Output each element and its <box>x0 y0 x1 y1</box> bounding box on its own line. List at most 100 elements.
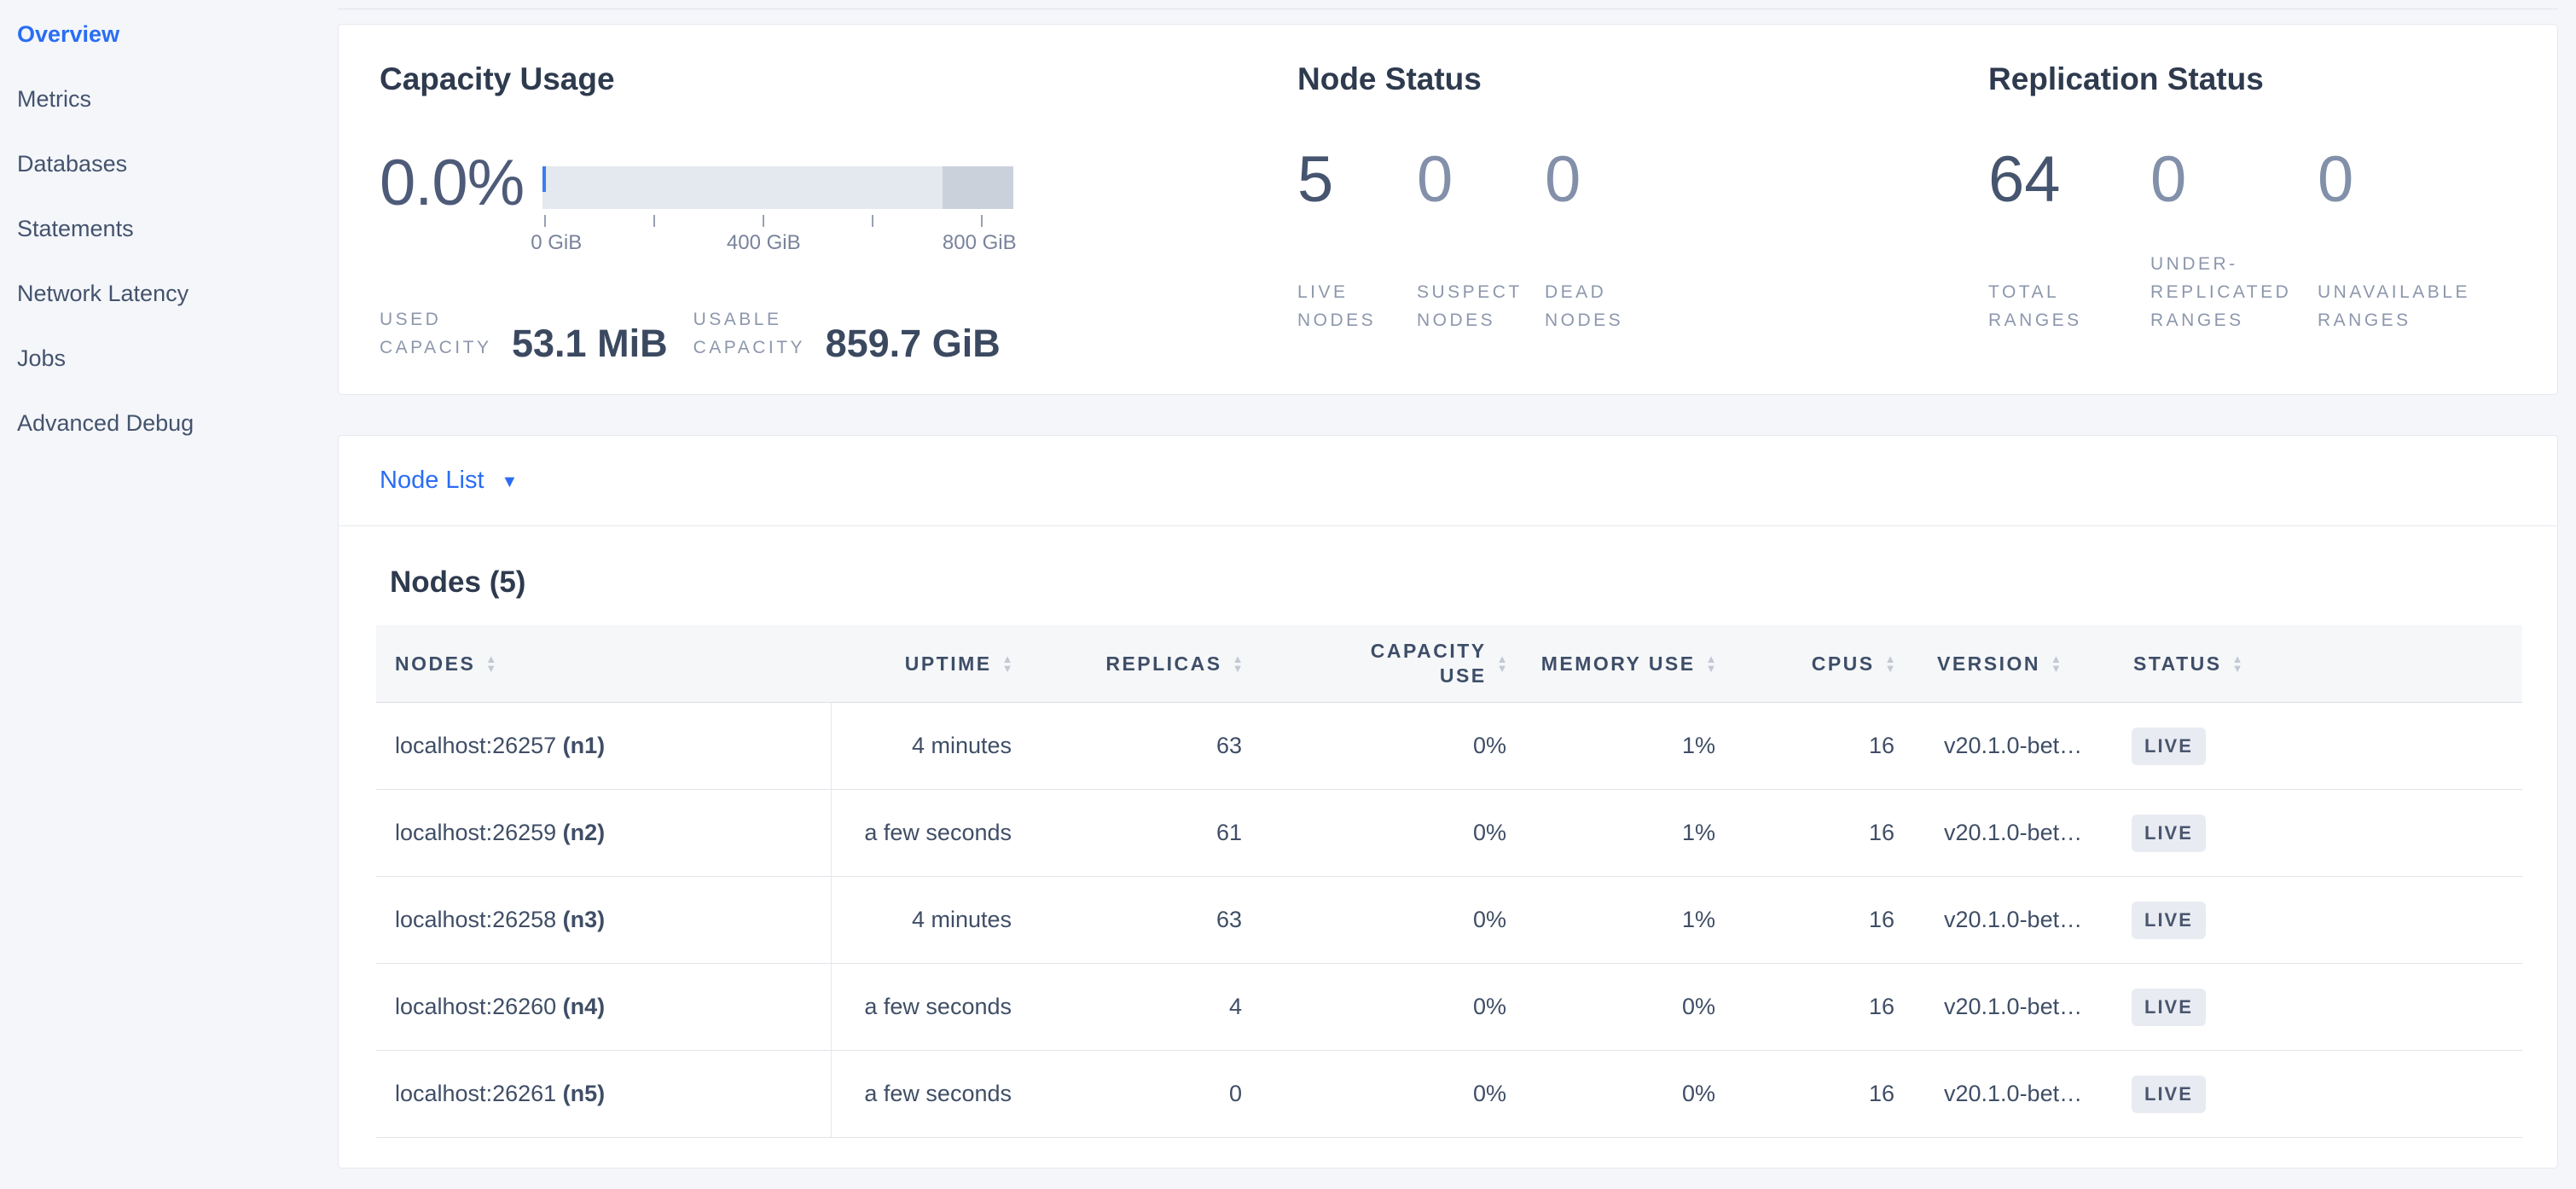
memory-use-cell: 0% <box>1530 963 1739 1051</box>
filler-cell <box>2319 1050 2522 1138</box>
suspect-nodes-label: SUSPECT NODES <box>1417 282 1523 330</box>
node-cell: localhost:26259 (n2) <box>376 789 832 877</box>
sidebar-item-jobs[interactable]: Jobs <box>17 345 67 371</box>
sidebar: Overview Metrics Databases Statements Ne… <box>0 0 333 455</box>
status-badge: LIVE <box>2132 814 2206 852</box>
capacity-use-cell: 0% <box>1266 789 1530 877</box>
version-cell: v20.1.0-bet… <box>1918 876 2115 964</box>
column-header-cpus[interactable]: CPUS ▲ ▼ <box>1739 625 1918 703</box>
status-badge: LIVE <box>2132 1075 2206 1113</box>
status-badge: LIVE <box>2132 901 2206 939</box>
column-header-label: REPLICAS <box>1105 652 1222 675</box>
version-cell: v20.1.0-bet… <box>1918 789 2115 877</box>
node-address[interactable]: localhost:26261 <box>395 1081 557 1106</box>
usable-capacity-value: 859.7 GiB <box>825 322 1001 365</box>
memory-use-cell: 1% <box>1530 876 1739 964</box>
filler-cell <box>2319 876 2522 964</box>
unavailable-ranges-label: UNAVAILABLE RANGES <box>2318 282 2470 330</box>
table-row[interactable]: localhost:26260 (n4) a few seconds 4 0% 0% 16… <box>376 963 2522 1051</box>
axis-label-0gib: 0 GiB <box>531 231 583 254</box>
status-cell: LIVE <box>2115 702 2319 790</box>
sort-icon[interactable]: ▲ ▼ <box>2231 652 2245 675</box>
cpus-cell: 16 <box>1739 876 1918 964</box>
status-cell: LIVE <box>2115 963 2319 1051</box>
used-capacity-value: 53.1 MiB <box>512 322 668 365</box>
capacity-axis-ticks <box>542 215 1013 228</box>
uptime-cell: 4 minutes <box>831 702 1036 790</box>
node-address[interactable]: localhost:26260 <box>395 994 557 1019</box>
sort-icon[interactable]: ▲ ▼ <box>485 652 499 675</box>
sort-icon[interactable]: ▲ ▼ <box>1884 652 1898 675</box>
node-address[interactable]: localhost:26257 <box>395 733 557 758</box>
filler-cell <box>2319 789 2522 877</box>
capacity-usage-section: Capacity Usage 0.0% <box>339 25 1297 394</box>
axis-label-800gib: 800 GiB <box>942 231 1017 254</box>
node-address[interactable]: localhost:26258 <box>395 907 557 932</box>
sidebar-item-network-latency[interactable]: Network Latency <box>17 280 189 306</box>
version-cell: v20.1.0-bet… <box>1918 963 2115 1051</box>
node-id: (n1) <box>556 733 606 758</box>
table-row[interactable]: localhost:26258 (n3) 4 minutes 63 0% 1% 16 v20… <box>376 876 2522 964</box>
table-row[interactable]: localhost:26261 (n5) a few seconds 0 0% 0% 16… <box>376 1050 2522 1138</box>
replication-status-section: Replication Status 64 0 0 TOTAL RANGES U… <box>1988 25 2557 394</box>
capacity-usage-title: Capacity Usage <box>380 61 615 96</box>
node-list-dropdown[interactable]: Node List ▼ <box>339 436 2557 526</box>
uptime-cell: 4 minutes <box>831 876 1036 964</box>
column-header-capacity-use[interactable]: CAPACITY USE ▲ ▼ <box>1266 625 1530 703</box>
sort-icon[interactable]: ▲ ▼ <box>1001 652 1015 675</box>
node-id: (n3) <box>556 907 606 932</box>
table-row[interactable]: localhost:26259 (n2) a few seconds 61 0% 1% 1… <box>376 789 2522 877</box>
node-cell: localhost:26261 (n5) <box>376 1050 832 1138</box>
capacity-gauge: 0 GiB 400 GiB 800 GiB <box>531 166 1017 258</box>
under-replicated-ranges-label: UNDER-REPLICATED RANGES <box>2150 254 2292 330</box>
axis-label-400gib: 400 GiB <box>726 231 801 254</box>
column-header-nodes[interactable]: NODES ▲ ▼ <box>376 625 831 703</box>
node-id: (n2) <box>556 820 606 845</box>
column-header-memory-use[interactable]: MEMORY USE ▲ ▼ <box>1530 625 1739 703</box>
under-replicated-ranges-value: 0 <box>2150 143 2187 216</box>
usable-capacity-metric: USABLE CAPACITY 859.7 GiB <box>693 305 1001 362</box>
live-nodes-value: 5 <box>1297 143 1334 216</box>
column-header-version[interactable]: VERSION ▲ ▼ <box>1918 625 2115 703</box>
replicas-cell: 63 <box>1036 876 1266 964</box>
replicas-cell: 0 <box>1036 1050 1266 1138</box>
column-header-status[interactable]: STATUS ▲ ▼ <box>2115 625 2319 703</box>
column-header-label: MEMORY USE <box>1540 652 1696 675</box>
column-header-label: NODES <box>395 652 476 675</box>
capacity-use-cell: 0% <box>1266 963 1530 1051</box>
sidebar-item-databases[interactable]: Databases <box>17 150 128 177</box>
nodes-table: NODES ▲ ▼ UPTIME ▲ ▼ REPLICAS ▲ ▼ CAPACITY USE ▲ ▼ M… <box>376 625 2522 1138</box>
dead-nodes-label: DEAD NODES <box>1545 282 1624 330</box>
sort-icon[interactable]: ▲ ▼ <box>1705 652 1719 675</box>
sidebar-item-metrics[interactable]: Metrics <box>17 85 91 112</box>
column-header-label: CAPACITY USE <box>1370 640 1487 687</box>
live-nodes-label: LIVE NODES <box>1297 282 1377 330</box>
filler-cell <box>2319 702 2522 790</box>
sidebar-item-overview[interactable]: Overview <box>17 20 120 47</box>
replicas-cell: 4 <box>1036 963 1266 1051</box>
sidebar-item-advanced-debug[interactable]: Advanced Debug <box>17 409 194 436</box>
column-header-label: UPTIME <box>904 652 992 675</box>
total-ranges-value: 64 <box>1988 143 2061 216</box>
node-status-title: Node Status <box>1297 61 1482 96</box>
node-address[interactable]: localhost:26259 <box>395 820 557 845</box>
uptime-cell: a few seconds <box>831 1050 1036 1138</box>
sort-icon[interactable]: ▲ ▼ <box>2051 652 2064 675</box>
status-cell: LIVE <box>2115 789 2319 877</box>
memory-use-cell: 1% <box>1530 702 1739 790</box>
column-header-replicas[interactable]: REPLICAS ▲ ▼ <box>1036 625 1266 703</box>
sort-icon[interactable]: ▲ ▼ <box>1496 652 1510 675</box>
used-capacity-label: USED CAPACITY <box>380 310 492 357</box>
column-header-filler <box>2319 625 2522 703</box>
capacity-use-cell: 0% <box>1266 876 1530 964</box>
sidebar-item-statements[interactable]: Statements <box>17 215 134 241</box>
capacity-bar-dark-segment <box>943 166 1014 209</box>
table-row[interactable]: localhost:26257 (n1) 4 minutes 63 0% 1% 16 v20… <box>376 702 2522 790</box>
status-cell: LIVE <box>2115 876 2319 964</box>
uptime-cell: a few seconds <box>831 789 1036 877</box>
replicas-cell: 63 <box>1036 702 1266 790</box>
column-header-uptime[interactable]: UPTIME ▲ ▼ <box>831 625 1036 703</box>
cpus-cell: 16 <box>1739 1050 1918 1138</box>
node-list-dropdown-label: Node List <box>380 467 484 494</box>
sort-icon[interactable]: ▲ ▼ <box>1232 652 1245 675</box>
